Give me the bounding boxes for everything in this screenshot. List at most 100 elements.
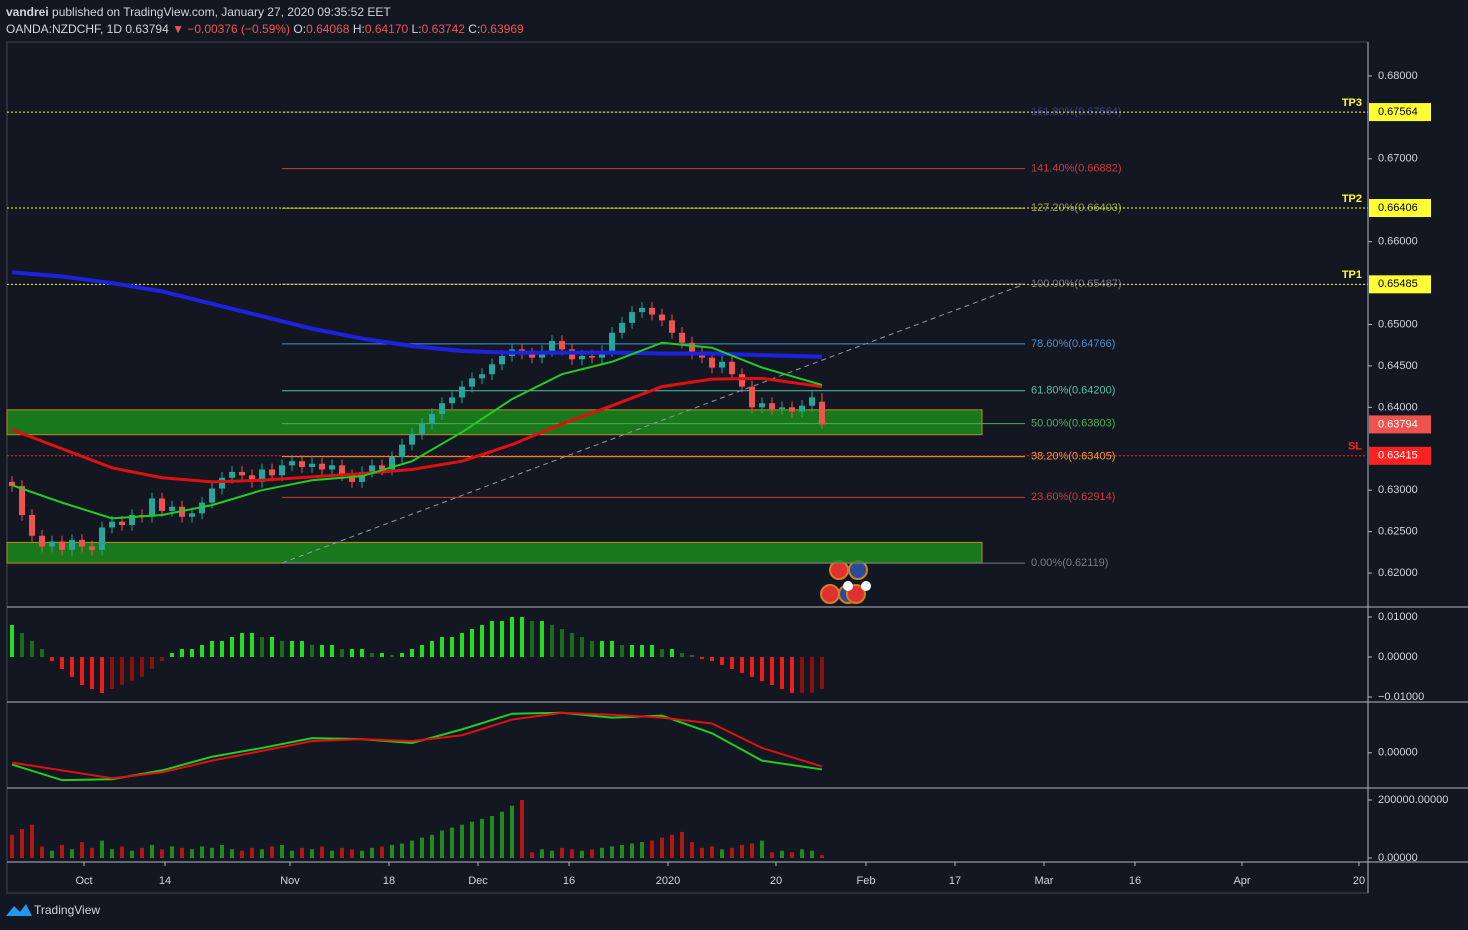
y-tick-label: 0.00000: [1378, 651, 1418, 663]
y-tick-label: 0.00000: [1378, 747, 1418, 759]
x-tick-label: 14: [159, 875, 171, 887]
candle-body: [749, 386, 755, 408]
candle-body: [269, 469, 275, 476]
indicator-line: [11, 341, 823, 520]
histogram-bar: [60, 657, 64, 669]
candle-body: [789, 407, 795, 412]
candle-body: [799, 405, 805, 412]
y-tick-label: 0.65000: [1378, 318, 1418, 330]
histogram-bar: [280, 844, 284, 858]
histogram-bar: [680, 831, 684, 858]
histogram-bar: [330, 850, 334, 858]
candle-body: [29, 515, 35, 536]
histogram-bar: [250, 633, 254, 657]
histogram-bar: [790, 657, 794, 693]
y-tick-label: 0.67000: [1378, 153, 1418, 165]
histogram-bar: [440, 830, 444, 858]
histogram-bar: [770, 852, 774, 858]
published: published on TradingView.com, January 27…: [52, 5, 391, 19]
histogram-bar: [760, 840, 764, 858]
candle-body: [349, 475, 355, 482]
candle-body: [529, 353, 535, 358]
histogram-bar: [160, 657, 164, 661]
histogram-bar: [450, 637, 454, 657]
y-tick-label: 0.68000: [1378, 70, 1418, 82]
histogram-bar: [540, 849, 544, 858]
candle-body: [59, 541, 65, 550]
histogram-bar: [700, 847, 704, 858]
histogram-bar: [80, 842, 84, 858]
histogram-bar: [180, 847, 184, 858]
histogram-bar: [260, 637, 264, 657]
candle-body: [259, 469, 265, 482]
logo[interactable]: [6, 904, 32, 916]
histogram-bar: [170, 653, 174, 657]
histogram-bar: [650, 645, 654, 657]
histogram-bar: [590, 641, 594, 657]
histogram-bar: [630, 843, 634, 858]
histogram-bar: [140, 657, 144, 677]
candle-body: [249, 475, 255, 482]
candle-body: [379, 465, 385, 470]
histogram-bar: [780, 850, 784, 858]
histogram-bar: [390, 655, 394, 657]
x-tick-label: 16: [1129, 875, 1141, 887]
histogram-bar: [520, 617, 524, 657]
candle-body: [339, 465, 345, 476]
histogram-bar: [190, 649, 194, 657]
symbol[interactable]: OANDA:NZDCHF, 1D: [6, 22, 123, 36]
histogram-bar: [230, 849, 234, 858]
price-box: [1369, 446, 1431, 465]
histogram-bar: [320, 645, 324, 657]
candle-body: [279, 465, 285, 476]
x-tick-label: 16: [563, 875, 575, 887]
fib-label: 38.20%(0.63405): [1031, 451, 1115, 463]
histogram-bar: [390, 844, 394, 858]
histogram-bar: [710, 657, 714, 661]
brand[interactable]: TradingView: [34, 903, 100, 917]
histogram-bar: [790, 852, 794, 858]
histogram-bar: [460, 633, 464, 657]
histogram-bar: [440, 637, 444, 657]
candle-body: [419, 423, 425, 434]
histogram-bar: [10, 834, 14, 858]
histogram-bar: [300, 847, 304, 858]
histogram-bar: [370, 847, 374, 858]
candle-body: [109, 521, 115, 528]
histogram-bar: [270, 637, 274, 657]
x-tick-label: Mar: [1035, 875, 1054, 887]
price-box-label: 0.65485: [1378, 278, 1418, 290]
histogram-bar: [660, 837, 664, 858]
candle-body: [449, 397, 455, 404]
symbol-line: OANDA:NZDCHF, 1D 0.63794 ▼ −0.00376 (−0.…: [6, 21, 524, 38]
histogram-bar: [490, 621, 494, 657]
indicator-line: [11, 270, 823, 359]
candle-body: [319, 463, 325, 470]
fib-label: 141.40%(0.66882): [1031, 162, 1122, 174]
histogram-bar: [820, 657, 824, 689]
histogram-bar: [170, 846, 174, 858]
histogram-bar: [90, 847, 94, 858]
event-icons[interactable]: [820, 560, 871, 604]
histogram-bar: [40, 846, 44, 858]
fib-label: 61.80%(0.64200): [1031, 385, 1115, 397]
histogram-bar: [510, 805, 514, 858]
histogram-bar: [550, 625, 554, 657]
histogram-bar: [120, 657, 124, 685]
fib-label: 50.00%(0.63803): [1031, 418, 1115, 430]
histogram-bar: [160, 849, 164, 858]
y-tick-label: 0.62000: [1378, 567, 1418, 579]
histogram-bar: [40, 649, 44, 657]
histogram-bar: [250, 847, 254, 858]
histogram-bar: [610, 641, 614, 657]
histogram-bar: [190, 849, 194, 858]
zone: [6, 409, 983, 436]
histogram-bar: [120, 846, 124, 858]
histogram-bar: [450, 827, 454, 858]
candle-body: [649, 307, 655, 315]
candle-body: [209, 488, 215, 503]
ohlc-value: 0.64068: [306, 22, 350, 36]
x-tick-label: Nov: [280, 875, 300, 887]
histogram-bar: [100, 657, 104, 693]
fib-label: 23.60%(0.62914): [1031, 491, 1115, 503]
